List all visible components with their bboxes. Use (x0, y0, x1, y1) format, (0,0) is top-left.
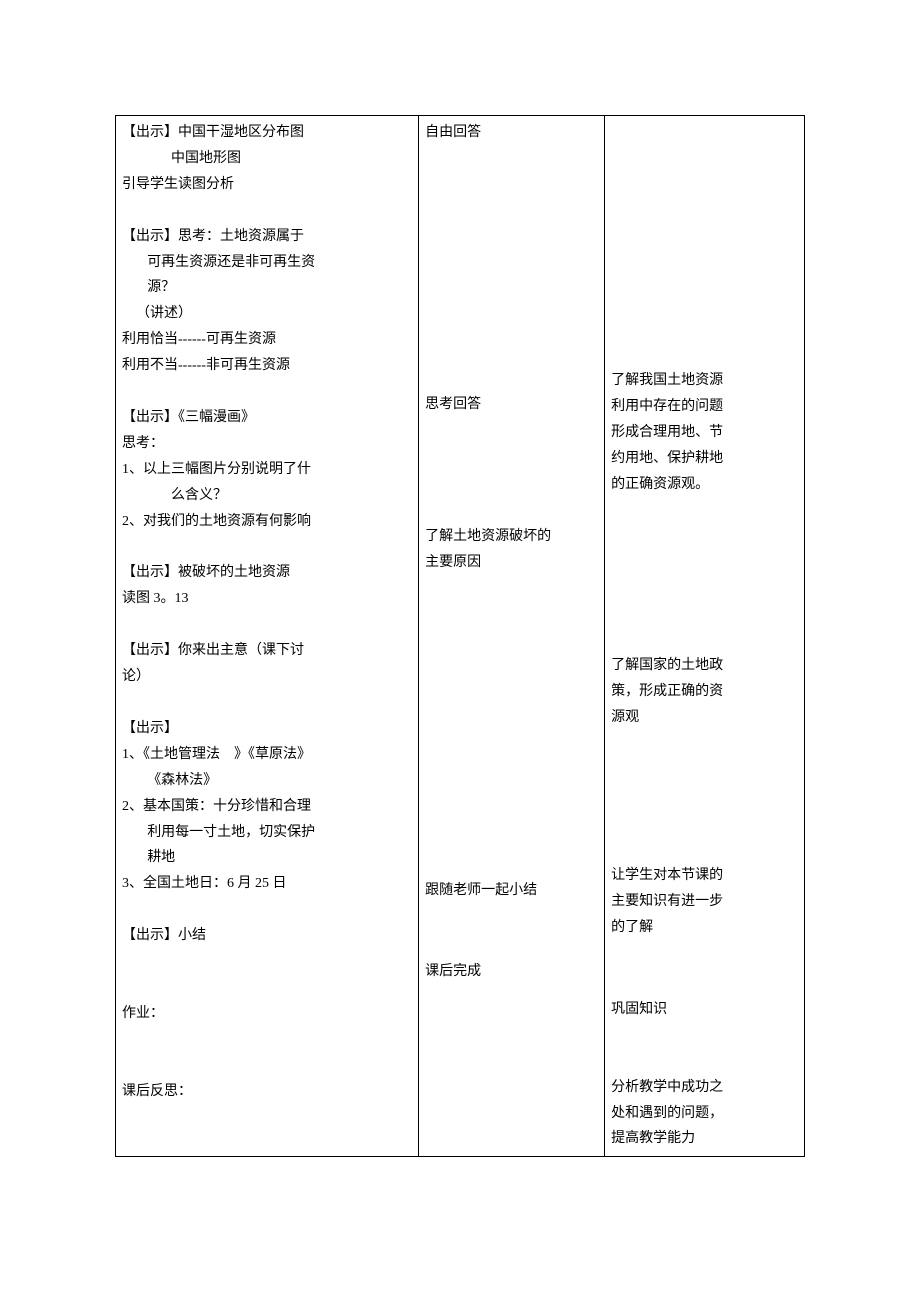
text-line: 可再生资源还是非可再生资 (122, 250, 412, 276)
text-line: 自由回答 (425, 120, 598, 146)
text-line: 2、对我们的土地资源有何影响 (122, 509, 412, 535)
text-line: 跟随老师一起小结 (425, 878, 598, 904)
text-line: 【出示】你来出主意（课下讨 (122, 638, 412, 664)
text-line: 了解土地资源破坏的 (425, 524, 598, 550)
text-line: 源？ (122, 275, 412, 301)
text-line: 约用地、保护耕地 (611, 446, 798, 472)
content-block: 作业： (122, 1001, 412, 1027)
content-block: 巩固知识 (611, 997, 798, 1023)
text-line: 了解我国土地资源 (611, 368, 798, 394)
text-line: 利用每一寸土地，切实保护 (122, 820, 412, 846)
text-line: 么含义？ (122, 483, 412, 509)
text-line: 课后完成 (425, 959, 598, 985)
text-line: 的正确资源观。 (611, 472, 798, 498)
content-block: 【出示】《三幅漫画》 思考： 1、以上三幅图片分别说明了什 么含义？ 2、对我们… (122, 405, 412, 534)
text-line: 耕地 (122, 845, 412, 871)
content-block: 【出示】被破坏的土地资源 读图 3。13 (122, 560, 412, 612)
spacer (425, 576, 598, 878)
text-line: 引导学生读图分析 (122, 172, 412, 198)
teacher-activity-cell: 【出示】中国干湿地区分布图 中国地形图 引导学生读图分析 【出示】思考：土地资源… (116, 116, 419, 1157)
text-line: 利用不当------非可再生资源 (122, 353, 412, 379)
text-line: 利用恰当------可再生资源 (122, 327, 412, 353)
text-line: 1、以上三幅图片分别说明了什 (122, 457, 412, 483)
spacer (611, 497, 798, 653)
text-line: 了解国家的土地政 (611, 653, 798, 679)
spacer (611, 120, 798, 368)
content-block: 【出示】 1、《土地管理法 》《草原法》 《森林法》 2、基本国策：十分珍惜和合… (122, 716, 412, 897)
text-line: 【出示】思考：土地资源属于 (122, 224, 412, 250)
text-line: 【出示】中国干湿地区分布图 (122, 120, 412, 146)
content-block: 【出示】小结 (122, 923, 412, 949)
content-block: 【出示】你来出主意（课下讨 论） (122, 638, 412, 690)
text-line: 处和遇到的问题， (611, 1101, 798, 1127)
content-block: 【出示】思考：土地资源属于 可再生资源还是非可再生资 源？ （讲述） 利用恰当-… (122, 224, 412, 379)
text-line: 作业： (122, 1001, 412, 1027)
text-line: 形成合理用地、节 (611, 420, 798, 446)
text-line: 2、基本国策：十分珍惜和合理 (122, 794, 412, 820)
content-block: 分析教学中成功之 处和遇到的问题， 提高教学能力 (611, 1075, 798, 1153)
text-line: 中国地形图 (122, 146, 412, 172)
content-block: 【出示】中国干湿地区分布图 中国地形图 引导学生读图分析 (122, 120, 412, 198)
text-line: 思考回答 (425, 392, 598, 418)
text-line: 分析教学中成功之 (611, 1075, 798, 1101)
text-line: 《森林法》 (122, 768, 412, 794)
text-line: 主要知识有进一步 (611, 889, 798, 915)
text-line: 主要原因 (425, 550, 598, 576)
text-line: 课后反思： (122, 1079, 412, 1105)
lesson-plan-table: 【出示】中国干湿地区分布图 中国地形图 引导学生读图分析 【出示】思考：土地资源… (115, 115, 805, 1157)
text-line: 的了解 (611, 915, 798, 941)
text-line: 策，形成正确的资 (611, 679, 798, 705)
spacer (425, 146, 598, 392)
text-line: 提高教学能力 (611, 1126, 798, 1152)
text-line: 1、《土地管理法 》《草原法》 (122, 742, 412, 768)
text-line: 巩固知识 (611, 997, 798, 1023)
student-activity-cell: 自由回答 思考回答 了解土地资源破坏的 主要原因 跟随老师一起小结 课后完成 (419, 116, 605, 1157)
text-line: 【出示】《三幅漫画》 (122, 405, 412, 431)
text-line: 思考： (122, 431, 412, 457)
spacer (425, 903, 598, 959)
text-line: 【出示】被破坏的土地资源 (122, 560, 412, 586)
spacer (425, 418, 598, 524)
content-block: 让学生对本节课的 主要知识有进一步 的了解 (611, 863, 798, 941)
text-line: 让学生对本节课的 (611, 863, 798, 889)
text-line: 3、全国土地日：6 月 25 日 (122, 871, 412, 897)
table-row: 【出示】中国干湿地区分布图 中国地形图 引导学生读图分析 【出示】思考：土地资源… (116, 116, 805, 1157)
spacer (611, 731, 798, 863)
content-block: 了解我国土地资源 利用中存在的问题 形成合理用地、节 约用地、保护耕地 的正确资… (611, 368, 798, 497)
text-line: 【出示】小结 (122, 923, 412, 949)
text-line: 论） (122, 664, 412, 690)
content-block: 了解国家的土地政 策，形成正确的资 源观 (611, 653, 798, 731)
text-line: 源观 (611, 705, 798, 731)
content-block: 课后反思： (122, 1079, 412, 1105)
spacer (611, 941, 798, 997)
text-line: 利用中存在的问题 (611, 394, 798, 420)
text-line: （讲述） (122, 301, 412, 327)
design-intent-cell: 了解我国土地资源 利用中存在的问题 形成合理用地、节 约用地、保护耕地 的正确资… (605, 116, 805, 1157)
text-line: 【出示】 (122, 716, 412, 742)
text-line: 读图 3。13 (122, 586, 412, 612)
spacer (611, 1023, 798, 1075)
